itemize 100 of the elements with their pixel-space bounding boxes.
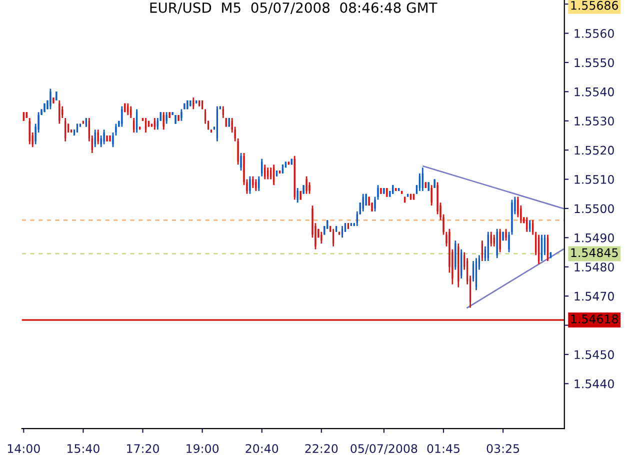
candlestick: [374, 196, 376, 212]
candlestick: [28, 117, 30, 145]
candlestick: [302, 184, 304, 195]
x-tick-label: 05/07/2008: [350, 444, 418, 454]
ref-line-label: 1.54618: [571, 314, 618, 324]
candlestick: [103, 128, 105, 145]
y-tick-label: 1.5480: [574, 262, 614, 272]
candlestick: [112, 132, 114, 148]
candlestick: [460, 248, 462, 280]
candlestick: [22, 111, 24, 122]
chart-title: EUR/USD M5 05/07/2008 08:46:48 GMT: [150, 2, 438, 14]
y-tick-label: 1.5470: [574, 292, 614, 301]
x-tick-label: 22:20: [305, 444, 338, 454]
candlestick: [454, 240, 456, 270]
candlestick: [228, 117, 230, 128]
text: 1.55686: [571, 0, 618, 10]
y-tick-label: 1.5510: [574, 174, 614, 184]
candlestick: [493, 234, 495, 248]
candlestick: [266, 166, 269, 180]
x-tick-label: 14:00: [8, 444, 40, 454]
candlestick: [496, 228, 498, 259]
candlestick: [362, 193, 364, 212]
y-tick-label: 1.5450: [574, 350, 614, 360]
candlestick: [44, 102, 46, 113]
y-tick-label: 1.5540: [574, 87, 614, 96]
candlestick: [115, 123, 117, 136]
candlestick: [124, 102, 126, 113]
candlestick: [240, 152, 242, 172]
candlestick: [308, 181, 310, 195]
candlestick: [136, 108, 138, 134]
candlestick: [490, 231, 492, 248]
candlestick: [178, 114, 180, 122]
candlestick: [121, 106, 123, 128]
candlestick: [64, 117, 66, 142]
candlestick: [26, 111, 28, 119]
candlestick: [481, 240, 484, 262]
candlestick: [505, 228, 507, 242]
x-tick-label: 17:20: [127, 444, 159, 454]
candlestick: [422, 166, 424, 192]
candlestick: [255, 178, 257, 192]
candlestick: [186, 100, 188, 110]
candlestick: [320, 231, 322, 244]
candlestick: [52, 96, 54, 104]
candlestick: [58, 100, 60, 124]
candlestick: [196, 100, 198, 104]
x-tick-label: 15:40: [67, 444, 100, 454]
candlestick: [162, 111, 164, 130]
candlestick: [222, 106, 224, 119]
candlestick: [380, 187, 382, 195]
candlestick: [168, 111, 170, 119]
candlestick: [332, 228, 334, 248]
candlestick: [56, 90, 58, 102]
candlestick: [290, 158, 292, 166]
candlestick: [288, 161, 290, 166]
candlestick: [430, 184, 432, 206]
candlestick: [294, 155, 296, 200]
candlestick: [225, 117, 227, 128]
candlestick: [386, 187, 388, 198]
y-tick-label: 1.5530: [574, 116, 614, 126]
candlestick: [529, 219, 531, 233]
candlestick: [428, 181, 430, 192]
candlestick: [190, 100, 192, 107]
candlestick: [398, 187, 400, 192]
candlestick: [62, 106, 64, 119]
candlestick: [249, 176, 251, 195]
candlestick: [502, 231, 504, 242]
candlestick: [424, 181, 426, 189]
x-tick-label: 20:40: [246, 444, 278, 454]
candlestick: [270, 166, 272, 180]
candlestick: [300, 190, 302, 200]
candlestick: [487, 231, 489, 262]
candlestick: [538, 234, 540, 265]
candlestick: [94, 128, 96, 148]
candlestick: [306, 176, 308, 195]
y-tick-label: 1.5550: [574, 58, 614, 68]
x-tick-label: 03:25: [486, 444, 520, 454]
candlestick: [130, 106, 132, 119]
candlestick: [272, 164, 275, 186]
candlestick: [377, 184, 379, 200]
y-tick-label: 1.5490: [574, 233, 614, 242]
candlestick: [383, 187, 385, 195]
candlestick: [546, 234, 549, 262]
candlestick: [392, 184, 394, 195]
candlestick: [198, 100, 200, 107]
candlestick: [50, 88, 52, 110]
candlestick: [106, 134, 108, 142]
candlestick: [499, 228, 501, 253]
x-tick-label: 19:00: [186, 444, 219, 454]
candlestick: [172, 111, 174, 116]
candlestick: [97, 128, 99, 145]
candlestick: [184, 102, 186, 110]
ref-line-label: 1.54845: [571, 248, 618, 258]
candlestick: [192, 96, 194, 110]
candlestick: [166, 111, 168, 124]
candlestick: [526, 216, 528, 233]
candlestick: [434, 178, 436, 189]
candlestick: [508, 231, 510, 253]
candlestick: [109, 134, 111, 142]
y-tick-label: 1.5500: [574, 204, 614, 214]
candlestick: [174, 114, 176, 124]
